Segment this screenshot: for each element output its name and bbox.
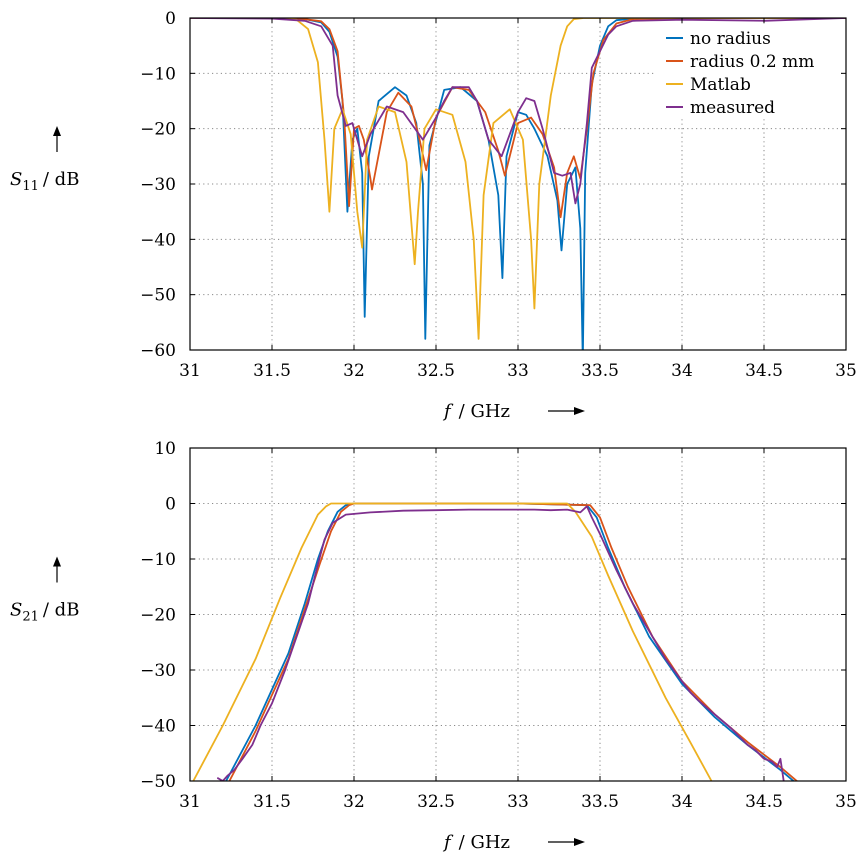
series-line-measured: [190, 18, 846, 205]
y-tick-label: −20: [140, 606, 176, 626]
legend-label: radius 0.2 mm: [690, 52, 814, 72]
legend: no radius radius 0.2 mm Matlab measured: [655, 24, 840, 119]
x-tick-label: 31: [179, 361, 201, 381]
x-tick-label: 33: [507, 361, 529, 381]
x-tick-label: 31: [179, 792, 201, 812]
y-axis-arrow-icon: [53, 126, 61, 136]
y-tick-label: −30: [140, 661, 176, 681]
x-axis-arrow-icon: [574, 407, 585, 415]
x-tick-label: 33.5: [581, 361, 619, 381]
legend-label: measured: [690, 98, 775, 118]
x-tick-label: 34: [671, 792, 693, 812]
x-axis-label: f / GHz: [442, 401, 510, 422]
y-tick-label: 10: [154, 439, 176, 459]
y-axis-unit: / dB: [43, 169, 80, 190]
series-line-matlab: [192, 502, 713, 781]
x-axis-symbol: f: [442, 832, 454, 853]
x-tick-label: 33.5: [581, 792, 619, 812]
y-axis-arrow-icon: [53, 556, 61, 567]
legend-box: [655, 24, 840, 119]
y-axis-subscript: 11: [22, 179, 39, 194]
y-tick-label: −40: [140, 717, 176, 737]
x-tick-label: 32.5: [417, 361, 455, 381]
x-tick-label: 32: [343, 361, 365, 381]
x-tick-label: 35: [835, 792, 857, 812]
y-tick-label: −60: [140, 341, 176, 361]
x-tick-label: 34: [671, 361, 693, 381]
x-axis-unit: / GHz: [459, 832, 510, 853]
x-axis-symbol: f: [442, 401, 454, 422]
x-tick-label: 31.5: [253, 792, 291, 812]
y-tick-label: −40: [140, 230, 176, 250]
legend-label: no radius: [690, 29, 771, 49]
series-line-no-radius: [225, 502, 795, 781]
x-tick-label: 32: [343, 792, 365, 812]
y-tick-label: 0: [165, 495, 176, 515]
series-line-radius-0-2-mm: [228, 502, 799, 781]
x-axis-unit: / GHz: [459, 401, 510, 422]
x-tick-label: 33: [507, 792, 529, 812]
x-axis-arrow-icon: [574, 838, 585, 846]
y-axis-label: S11 / dB: [10, 169, 79, 194]
x-axis-label: f / GHz: [442, 832, 510, 853]
series-line-measured: [216, 505, 785, 781]
plot-frame: [189, 447, 847, 782]
s11-panel: 31 31.5 32 32.5 33 33.5 34 34.5 35 0 −10 −20 −30 −40 −…: [10, 9, 857, 422]
y-tick-label: −50: [140, 286, 176, 306]
legend-label: Matlab: [690, 75, 751, 95]
y-tick-label: −30: [140, 175, 176, 195]
x-tick-label: 34.5: [745, 361, 783, 381]
y-axis-unit: / dB: [43, 600, 80, 621]
x-tick-label: 31.5: [253, 361, 291, 381]
y-tick-label: −20: [140, 120, 176, 140]
y-tick-label: −10: [140, 550, 176, 570]
series-line-matlab: [190, 18, 846, 340]
y-tick-label: 0: [165, 9, 176, 29]
x-tick-label: 35: [835, 361, 857, 381]
y-axis-label: S21 / dB: [10, 600, 79, 625]
s21-panel: 31 31.5 32 32.5 33 33.5 34 34.5 35 10 0 −10 −20 −30 −4…: [10, 439, 857, 853]
x-tick-label: 32.5: [417, 792, 455, 812]
y-tick-label: −10: [140, 64, 176, 84]
x-tick-label: 34.5: [745, 792, 783, 812]
y-axis-symbol: S: [10, 600, 22, 621]
y-axis-symbol: S: [10, 169, 22, 190]
y-axis-subscript: 21: [22, 610, 39, 625]
y-tick-label: −50: [140, 772, 176, 792]
